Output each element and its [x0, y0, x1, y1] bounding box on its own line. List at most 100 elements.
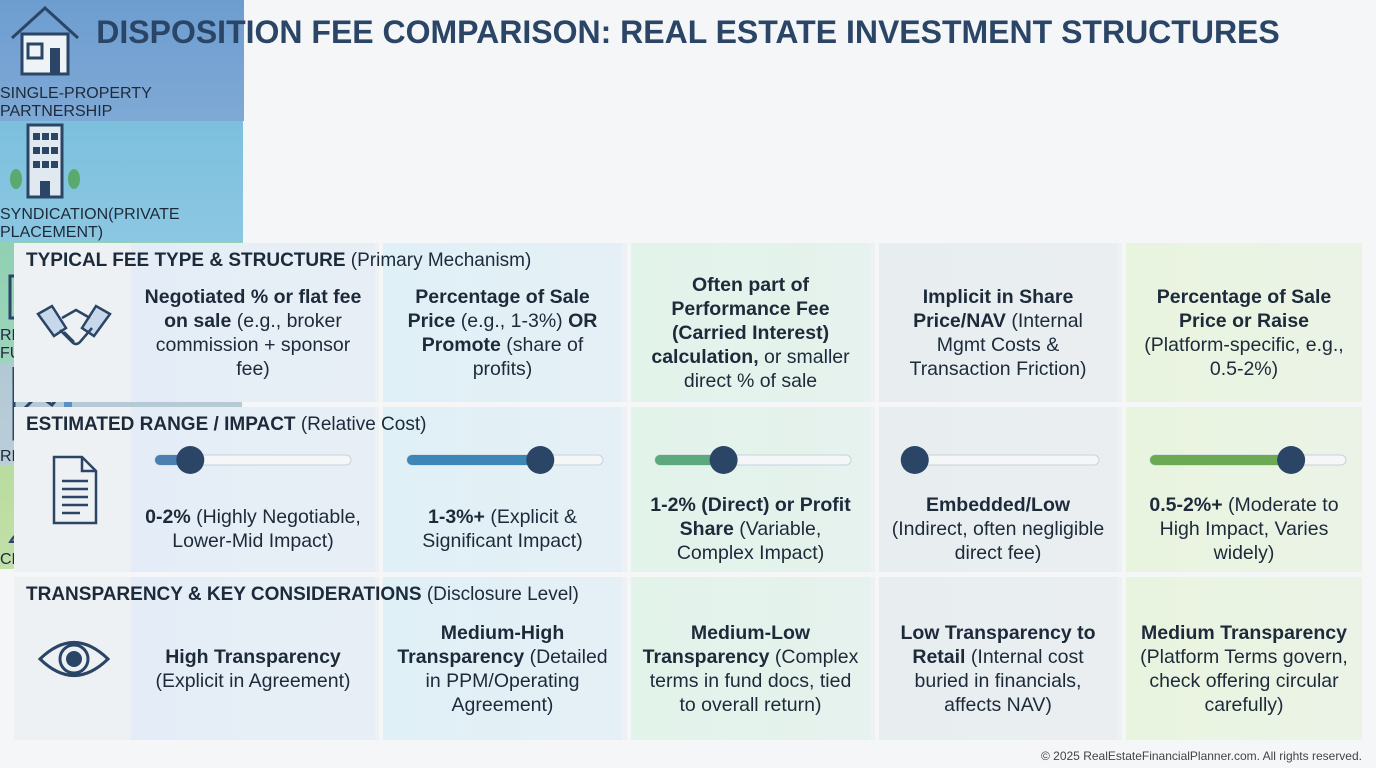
table-cell: Percentage of Sale Price or Raise (Platf… [1122, 243, 1362, 402]
cell-emphasis: 1-3%+ [427, 505, 485, 528]
cell-detail: (e.g., 1-3%) [460, 309, 563, 332]
slider [406, 446, 604, 474]
footer: © 2025 RealEstateFinancialPlanner.com. A… [1040, 749, 1362, 763]
row-label-qualifier: (Disclosure Level) [426, 584, 579, 605]
cell-text: Low Transparency to Retail (Internal cos… [889, 621, 1107, 717]
row-icon [34, 288, 114, 363]
cell-detail: (Detailed in PPM/Operating Agreement) [425, 645, 608, 716]
cell-emphasis: 0.5-2%+ [1149, 493, 1223, 516]
cell-emphasis: Embedded/Low [925, 493, 1071, 516]
row-label-qualifier: (Primary Mechanism) [350, 250, 532, 271]
row-label: TYPICAL FEE TYPE & STRUCTURE (Primary Me… [26, 250, 531, 272]
table-cell: Implicit in Share Price/NAV (Internal Mg… [875, 243, 1117, 402]
cell-text: Medium-Low Transparency (Complex terms i… [641, 621, 860, 717]
cell-text: 0.5-2%+ (Moderate to High Impact, Varies… [1136, 493, 1352, 565]
page-title: DISPOSITION FEE COMPARISON: REAL ESTATE … [96, 14, 1280, 50]
row-label-qualifier: (Relative Cost) [300, 414, 427, 435]
cell-text: High Transparency (Explicit in Agreement… [141, 645, 365, 693]
cell-text: Implicit in Share Price/NAV (Internal Mg… [889, 285, 1107, 381]
cell-detail: (Explicit & Significant Impact) [422, 505, 583, 552]
table-cell: 0-2% (Highly Negotiable, Lower-Mid Impac… [131, 407, 375, 572]
slider-fill [1150, 455, 1292, 465]
column-name: SINGLE-PROPERTY PARTNERSHIP [0, 85, 152, 120]
table-cell: Low Transparency to Retail (Internal cos… [875, 577, 1117, 740]
table-cell: Medium-Low Transparency (Complex terms i… [627, 577, 870, 740]
table-cell: 1-3%+ (Explicit & Significant Impact) [379, 407, 622, 572]
row-label-title: TYPICAL FEE TYPE & STRUCTURE [26, 250, 346, 271]
slider-track [902, 454, 1100, 466]
table-row: TRANSPARENCY & KEY CONSIDERATIONS (Discl… [14, 577, 1362, 740]
cell-text: Negotiated % or flat fee on sale (e.g., … [141, 285, 365, 381]
cell-detail: (Platform-specific, e.g., 0.5-2%) [1144, 333, 1344, 380]
cell-emphasis: 0-2% [145, 505, 191, 528]
table-cell: Medium-High Transparency (Detailed in PP… [379, 577, 622, 740]
cell-text: 1-2% (Direct) or Profit Share (Variable,… [641, 493, 860, 565]
slider-knob [526, 446, 555, 474]
cell-detail: (e.g., broker commission + sponsor fee) [155, 309, 351, 380]
column-name: SYNDICATION [0, 206, 109, 223]
row-label: ESTIMATED RANGE / IMPACT (Relative Cost) [26, 414, 426, 436]
cell-detail: (Indirect, often negligible direct fee) [891, 517, 1105, 564]
table-row: ESTIMATED RANGE / IMPACT (Relative Cost)… [14, 407, 1362, 572]
slider [900, 446, 1100, 474]
table-cell: High Transparency (Explicit in Agreement… [131, 577, 375, 740]
cell-emphasis: Negotiated % or flat fee on sale [144, 285, 362, 332]
slider [654, 446, 852, 474]
cell-emphasis: Medium-High Transparency [397, 621, 565, 668]
cell-emphasis: Implicit in Share Price/NAV [913, 285, 1074, 332]
table-row: TYPICAL FEE TYPE & STRUCTURE (Primary Me… [14, 243, 1362, 402]
cell-emphasis: Medium-Low Transparency [642, 621, 811, 668]
cell-text: 1-3%+ (Explicit & Significant Impact) [393, 505, 612, 553]
table-cell: Negotiated % or flat fee on sale (e.g., … [131, 243, 375, 402]
column-header-text: SINGLE-PROPERTY PARTNERSHIP [0, 85, 244, 121]
cell-detail: or smaller direct % of sale [683, 345, 850, 392]
slider-knob [1277, 446, 1306, 474]
cell-detail: (Moderate to High Impact, Varies widely) [1159, 493, 1339, 564]
cell-emphasis: 1-2% (Direct) or Profit Share [650, 493, 851, 540]
slider-knob [900, 446, 929, 474]
cell-text: Medium-High Transparency (Detailed in PP… [393, 621, 612, 717]
cell-emphasis: OR Promote [421, 309, 598, 356]
column-header: SINGLE-PROPERTY PARTNERSHIP [0, 0, 244, 121]
slider [154, 446, 352, 474]
table-cell: Embedded/Low (Indirect, often negligible… [875, 407, 1117, 572]
column-header: SYNDICATION(PRIVATE PLACEMENT) [0, 121, 243, 242]
table-cell: 1-2% (Direct) or Profit Share (Variable,… [627, 407, 870, 572]
slider [1149, 446, 1347, 474]
cell-emphasis: Medium Transparency [1141, 621, 1347, 644]
cell-text: Often part of Performance Fee (Carried I… [641, 273, 860, 393]
row-icon [34, 624, 114, 699]
row-label-title: ESTIMATED RANGE / IMPACT [26, 414, 296, 435]
table-cell: Percentage of Sale Price (e.g., 1-3%) OR… [379, 243, 622, 402]
cell-emphasis: Often part of Performance Fee (Carried I… [651, 273, 830, 368]
slider-fill [655, 455, 724, 465]
cell-detail: (Complex terms in fund docs, tied to ove… [649, 645, 859, 716]
cell-text: Percentage of Sale Price (e.g., 1-3%) OR… [393, 285, 612, 381]
row-label: TRANSPARENCY & KEY CONSIDERATIONS (Discl… [26, 584, 579, 606]
column-subtitle: (PRIVATE PLACEMENT) [0, 206, 180, 241]
row-label-title: TRANSPARENCY & KEY CONSIDERATIONS [26, 584, 422, 605]
cell-text: Embedded/Low (Indirect, often negligible… [889, 493, 1107, 565]
cell-text: Percentage of Sale Price or Raise (Platf… [1136, 285, 1352, 381]
table-cell: 0.5-2%+ (Moderate to High Impact, Varies… [1122, 407, 1362, 572]
cell-emphasis: Low Transparency to Retail [900, 621, 1096, 668]
cell-text: 0-2% (Highly Negotiable, Lower-Mid Impac… [141, 505, 365, 553]
table-cell: Medium Transparency (Platform Terms gove… [1122, 577, 1362, 740]
slider-fill [407, 455, 541, 465]
row-icon [34, 455, 114, 530]
table-cell: Often part of Performance Fee (Carried I… [627, 243, 870, 402]
cell-detail: (Platform Terms govern, check offering c… [1140, 645, 1348, 716]
cell-emphasis: High Transparency [165, 645, 341, 668]
cell-text: Medium Transparency (Platform Terms gove… [1136, 621, 1352, 717]
cell-detail: (Internal cost buried in financials, aff… [914, 645, 1084, 716]
cell-detail: (Variable, Complex Impact) [676, 517, 825, 564]
slider-knob [176, 446, 205, 474]
cell-emphasis: Percentage of Sale Price [407, 285, 590, 332]
column-header-text: SYNDICATION(PRIVATE PLACEMENT) [0, 206, 243, 242]
slider-knob [709, 446, 738, 474]
cell-detail: (Internal Mgmt Costs & Transaction Frict… [909, 309, 1087, 380]
cell-detail: (Highly Negotiable, Lower-Mid Impact) [172, 505, 361, 552]
cell-detail: (Explicit in Agreement) [155, 669, 351, 692]
cell-detail: (share of profits) [472, 333, 584, 380]
